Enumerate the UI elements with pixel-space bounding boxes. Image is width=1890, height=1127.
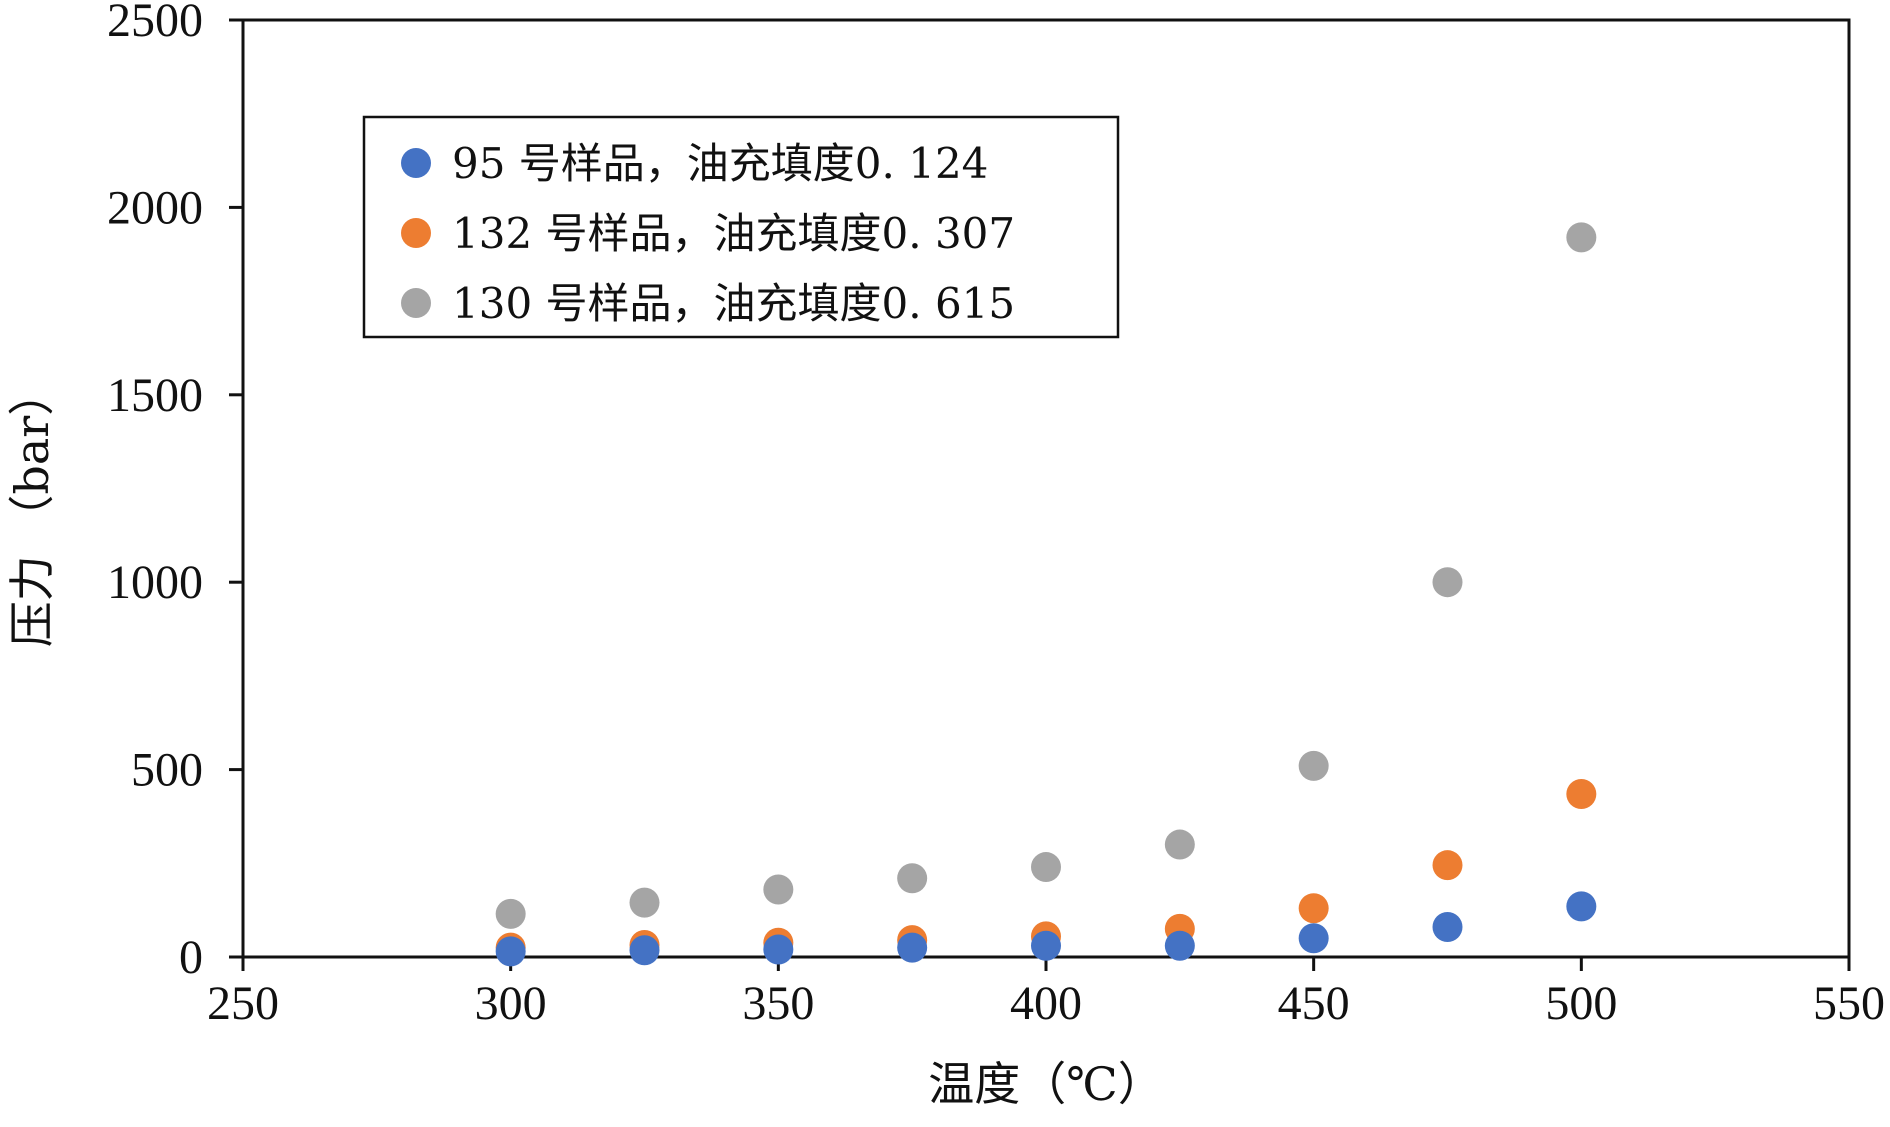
legend-label: 132 号样品，油充填度0. 307 xyxy=(452,209,1015,258)
legend-box xyxy=(362,115,1120,339)
data-point xyxy=(897,932,928,963)
x-tick-label: 400 xyxy=(1010,977,1082,1030)
y-tick-label: 1000 xyxy=(107,556,203,609)
data-point xyxy=(1566,891,1597,922)
y-tick-label: 500 xyxy=(131,744,203,797)
y-tick-label: 2000 xyxy=(107,181,203,234)
data-point xyxy=(1298,750,1329,781)
x-tick-label: 250 xyxy=(207,977,279,1030)
x-tick-label: 500 xyxy=(1545,977,1617,1030)
data-point xyxy=(1031,930,1061,961)
data-points xyxy=(495,222,1597,967)
data-point xyxy=(1566,778,1597,809)
x-tick-label: 350 xyxy=(742,977,814,1030)
x-axis: 250 300 350 400 450 500 550 xyxy=(207,957,1885,1030)
y-axis-title: 压力 （bar） xyxy=(5,370,59,647)
y-axis: 0 500 1000 1500 2000 2500 xyxy=(107,0,243,984)
data-point xyxy=(763,874,794,905)
data-point xyxy=(1432,850,1463,881)
data-point xyxy=(1298,923,1329,954)
data-point xyxy=(1432,567,1463,598)
legend-label: 95 号样品，油充填度0. 124 xyxy=(452,139,988,188)
data-point xyxy=(629,935,660,966)
legend-marker xyxy=(401,288,431,318)
legend: 95 号样品，油充填度0. 124 132 号样品，油充填度0. 307 130 号… xyxy=(362,115,1120,339)
data-point xyxy=(495,936,526,967)
data-point xyxy=(495,898,526,929)
x-tick-label: 300 xyxy=(475,977,547,1030)
data-point xyxy=(1164,930,1195,961)
legend-label: 130 号样品，油充填度0. 615 xyxy=(452,279,1015,328)
legend-marker xyxy=(401,218,431,248)
data-point xyxy=(1566,222,1597,253)
x-tick-label: 550 xyxy=(1813,977,1885,1030)
legend-marker xyxy=(401,148,431,178)
data-point xyxy=(629,887,660,918)
data-point xyxy=(1432,912,1463,943)
data-point xyxy=(1164,829,1195,860)
data-point xyxy=(1298,893,1329,924)
x-axis-title: 温度（℃） xyxy=(928,1057,1163,1111)
y-tick-label: 2500 xyxy=(107,0,203,47)
y-tick-label: 0 xyxy=(179,931,203,984)
data-point xyxy=(897,863,928,894)
x-tick-label: 450 xyxy=(1278,977,1350,1030)
y-tick-label: 1500 xyxy=(107,369,203,422)
data-point xyxy=(763,934,794,965)
data-point xyxy=(1031,852,1061,883)
